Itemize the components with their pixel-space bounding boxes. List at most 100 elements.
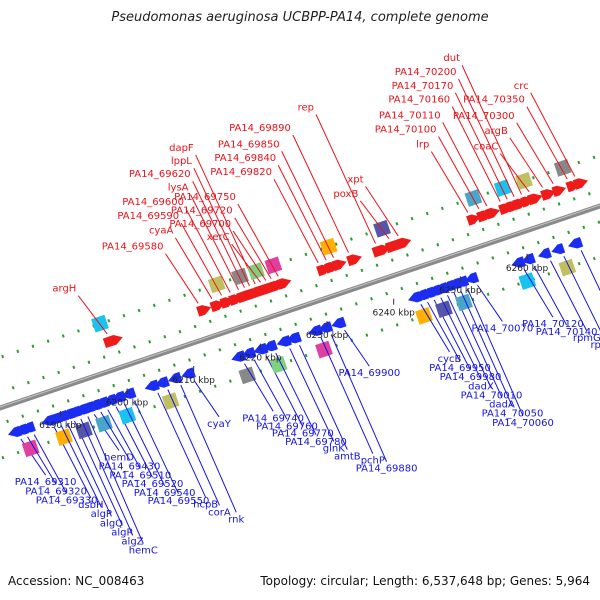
gene-leader-reverse bbox=[420, 304, 450, 353]
gene-leader-forward bbox=[451, 106, 501, 202]
gene-leader-forward bbox=[234, 217, 272, 279]
gene-leader-reverse bbox=[275, 352, 317, 436]
gene-leader-reverse bbox=[447, 295, 492, 389]
gene-arrow-forward bbox=[102, 335, 123, 348]
gene-label-reverse: PA14_69310 bbox=[15, 477, 77, 488]
domain-block-forward bbox=[231, 267, 249, 286]
gene-label-forward: PA14_70170 bbox=[392, 81, 454, 92]
scale-tick-label: 6210 kbp bbox=[172, 376, 215, 386]
gene-label-forward: coaC bbox=[474, 142, 499, 153]
gene-label-reverse: PA14_69430 bbox=[99, 462, 161, 473]
gene-label-reverse: PA14_69320 bbox=[25, 486, 87, 497]
gene-label-forward: crc bbox=[514, 81, 529, 92]
gene-label-reverse: algZ bbox=[121, 537, 143, 548]
gene-label-forward: PA14_70110 bbox=[379, 110, 441, 121]
accession-label: Accession: NC_008463 bbox=[8, 574, 145, 588]
guide-lane-2 bbox=[0, 188, 600, 394]
gene-arrow-forward bbox=[276, 278, 292, 290]
gene-label-reverse: hcpB bbox=[193, 499, 218, 510]
gene-leader-reverse bbox=[244, 363, 274, 412]
gene-leader-reverse bbox=[453, 292, 503, 398]
gene-leader-forward bbox=[458, 78, 515, 198]
gene-label-forward: PA14_69590 bbox=[117, 211, 179, 222]
gene-label-forward: dapF bbox=[169, 143, 194, 154]
gene-leader-forward bbox=[193, 167, 250, 287]
gene-label-forward: poxB bbox=[333, 189, 358, 200]
gene-leader-reverse bbox=[427, 301, 461, 362]
gene-label-reverse: algP bbox=[91, 509, 112, 520]
gene-arrow-forward bbox=[572, 178, 588, 190]
scale-tick-label: 6220 kbp bbox=[239, 354, 282, 364]
gene-leader-forward bbox=[190, 194, 239, 290]
domain-block-reverse bbox=[95, 414, 113, 433]
gene-leader-forward bbox=[509, 137, 543, 188]
gene-label-reverse: cycB bbox=[438, 354, 462, 365]
gene-leader-forward bbox=[530, 92, 576, 177]
gene-label-forward: PA14_69720 bbox=[171, 206, 233, 217]
gene-arrow-forward bbox=[466, 214, 481, 226]
gene-leader-reverse bbox=[344, 329, 370, 367]
gene-label-forward: PA14_69820 bbox=[210, 167, 272, 178]
gene-leader-forward bbox=[273, 178, 319, 264]
gene-leader-forward bbox=[430, 151, 469, 213]
gene-arrow-forward bbox=[484, 207, 500, 220]
domain-block-reverse bbox=[558, 258, 577, 277]
domain-block-reverse bbox=[118, 406, 137, 425]
gene-label-reverse: PA14_69550 bbox=[148, 496, 210, 507]
genome-summary-label: Topology: circular; Length: 6,537,648 bp… bbox=[260, 574, 590, 588]
figure-title: Pseudomonas aeruginosa UCBPP-PA14, compl… bbox=[111, 10, 489, 25]
domain-block-reverse bbox=[55, 428, 73, 446]
gene-label-reverse: pchP bbox=[361, 456, 385, 467]
gene-leader-forward bbox=[277, 164, 327, 261]
gene-arrow-reverse bbox=[308, 324, 324, 336]
domain-block-forward bbox=[247, 262, 265, 281]
domain-block-reverse bbox=[238, 366, 257, 385]
gene-label-forward: cyaA bbox=[149, 226, 174, 237]
gene-label-reverse: hemC bbox=[129, 546, 158, 557]
gene-label-reverse: PA14_69780 bbox=[285, 437, 347, 448]
gene-leader-forward bbox=[516, 122, 554, 185]
gene-leader-reverse bbox=[563, 255, 600, 331]
gene-leader-forward bbox=[461, 65, 522, 195]
gene-leader-reverse bbox=[80, 418, 133, 535]
domain-block-reverse bbox=[269, 355, 288, 374]
gene-arrow-forward bbox=[540, 189, 556, 201]
gene-label-reverse: PA14_70140 bbox=[536, 327, 598, 338]
gene-label-forward: argB bbox=[485, 126, 508, 137]
gene-label-reverse: hemD bbox=[104, 453, 134, 464]
domain-block-forward bbox=[493, 179, 512, 197]
gene-arrow-reverse bbox=[511, 256, 526, 268]
gene-label-forward: dut bbox=[443, 53, 460, 64]
gene-leader-reverse bbox=[157, 392, 207, 498]
chromosome-backbone bbox=[0, 203, 600, 411]
gene-arrow-reverse bbox=[253, 342, 269, 355]
gene-leader-reverse bbox=[33, 434, 68, 494]
gene-label-reverse: PA14_69880 bbox=[356, 464, 418, 475]
gene-label-reverse: PA14_70050 bbox=[482, 409, 544, 420]
gene-leader-forward bbox=[180, 222, 222, 296]
chromosome-backbone-highlight bbox=[0, 204, 600, 408]
scale-tick-label: 6190 kbp bbox=[39, 421, 82, 431]
gene-leader-reverse bbox=[27, 436, 57, 485]
gene-leader-forward bbox=[232, 230, 267, 281]
gene-label-forward: lppL bbox=[171, 156, 192, 167]
gene-label-reverse: PA14_69540 bbox=[134, 488, 196, 499]
gene-arrow-forward bbox=[346, 254, 362, 267]
gene-arrow-reverse bbox=[21, 421, 36, 433]
domain-block-forward bbox=[207, 275, 226, 294]
gene-leader-reverse bbox=[440, 297, 482, 380]
gene-leader-reverse bbox=[193, 380, 220, 418]
gene-leader-reverse bbox=[100, 411, 130, 460]
gene-label-forward: PA14_69840 bbox=[214, 153, 276, 164]
gene-leader-reverse bbox=[523, 269, 554, 318]
gene-leader-reverse bbox=[107, 409, 141, 469]
gene-label-reverse: PA14_69900 bbox=[338, 368, 400, 379]
gene-label-reverse: dadX bbox=[468, 381, 494, 392]
gene-leader-forward bbox=[442, 122, 488, 207]
gene-arrow-reverse bbox=[454, 275, 470, 287]
gene-leader-forward bbox=[365, 186, 399, 237]
gene-leader-forward bbox=[77, 295, 108, 335]
scale-tick-label: 6200 kbp bbox=[106, 398, 149, 408]
gene-arrow-reverse bbox=[241, 347, 257, 359]
